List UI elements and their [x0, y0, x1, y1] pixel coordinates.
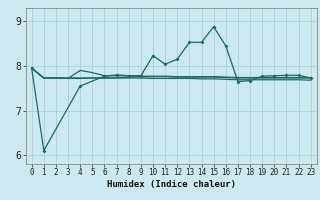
X-axis label: Humidex (Indice chaleur): Humidex (Indice chaleur): [107, 180, 236, 189]
